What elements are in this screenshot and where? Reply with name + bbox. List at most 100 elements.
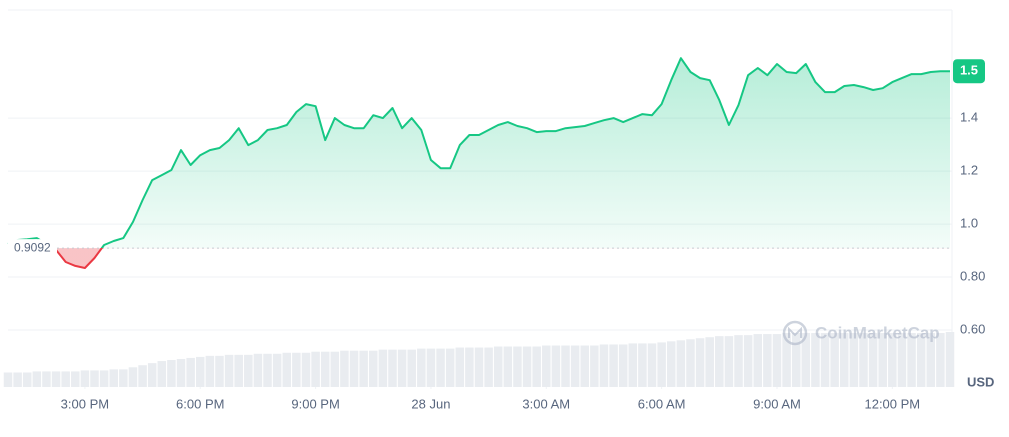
volume-bar [311,351,320,387]
price-plot: 0.9092 [7,57,950,269]
y-tick-label: 1.0 [960,216,978,231]
volume-bar [320,351,330,387]
volume-bar [522,346,532,387]
volume-bar [916,333,926,387]
volume-bar [426,348,436,387]
volume-bar [407,349,416,387]
volume-bar [340,350,349,387]
volume-bar [695,338,705,387]
volume-bar [465,347,474,387]
volume-bar [71,371,80,387]
volume-bar [292,352,301,387]
volume-bar [868,333,878,387]
volume-bar [80,370,90,387]
volume-bar [455,347,465,387]
volume-bar [397,349,407,387]
volume-bar [128,367,138,387]
volume-bar [378,349,388,387]
volume-bar [195,356,205,387]
volume-bar [176,358,186,387]
volume-bar [445,348,455,387]
volume-bar [753,334,763,387]
volume-bar [224,354,234,387]
volume-bar [157,361,167,387]
volume-bar [657,342,666,387]
volume-bar [272,353,282,387]
volume-bar [859,333,868,387]
volume-bar [618,344,628,387]
volume-bar [897,333,907,387]
volume-bar [301,352,311,387]
y-tick-label: 1.2 [960,163,978,178]
volume-bar [109,369,118,387]
volume-bar [369,350,378,387]
axis-labels: 0.60 0.80 1.0 1.2 1.4 3:00 PM 6:00 PM 9:00 PM 28… [61,59,985,411]
x-tick-label: 3:00 AM [522,396,570,411]
volume-bar [638,343,647,387]
volume-bar [22,372,32,387]
volume-bar [628,343,638,387]
x-tick-label: 9:00 PM [291,396,339,411]
volume-bar [51,371,61,387]
volume-bar [715,336,724,387]
volume-bar [849,333,859,387]
volume-bar [791,333,801,387]
volume-bar [763,334,772,387]
baseline-label: 0.9092 [14,240,51,254]
volume-bar [388,349,397,387]
volume-bar [90,370,99,387]
watermark-logo-mark [788,326,802,338]
baseline-label-box [8,239,57,258]
volume-bar [907,333,916,387]
volume-bar [474,347,484,387]
volume-bar [936,333,945,387]
volume-bar [830,333,839,387]
watermark: CoinMarketCap [782,320,940,346]
volume-bar [811,333,820,387]
x-tick-label: 12:00 PM [864,396,920,411]
volume-bar [888,333,897,387]
volume-bar [647,343,657,387]
x-tick-label: 9:00 AM [753,396,801,411]
price-line [7,57,950,269]
volume-bar [878,333,887,387]
volume-bar [503,346,513,387]
currency-label: USD [967,374,994,389]
volume-bar [417,348,426,387]
volume-bar [61,371,70,387]
volume-bar [99,370,109,387]
current-price-label: 1.5 [960,63,978,78]
volume-bar [599,344,609,387]
volume-bar [945,332,955,387]
volume-bar [484,347,493,387]
y-tick-label: 0.60 [960,321,985,336]
volume-bars [3,332,955,387]
volume-bar [676,340,686,387]
volume-bar [282,352,292,387]
volume-bar [532,346,541,387]
volume-bar [253,353,263,387]
watermark-logo [782,320,808,346]
volume-bar [349,350,359,387]
price-area [8,58,950,269]
watermark-text: CoinMarketCap [815,323,940,342]
volume-bar [513,346,522,387]
volume-bar [580,345,589,387]
volume-bar [215,355,224,387]
volume-bar [263,353,272,387]
current-price-badge [953,59,985,84]
volume-bar [551,345,561,387]
x-tick-label: 3:00 PM [61,396,109,411]
y-tick-label: 0.80 [960,268,985,283]
volume-bar [840,333,849,387]
volume-bar [234,354,243,387]
volume-bar [32,371,42,387]
volume-bar [147,363,157,387]
volume-bar [205,355,215,387]
volume-bar [119,369,128,387]
volume-bar [590,345,599,387]
volume-bar [705,337,714,387]
volume-bar [570,345,580,387]
x-tick-label: 6:00 AM [638,396,686,411]
